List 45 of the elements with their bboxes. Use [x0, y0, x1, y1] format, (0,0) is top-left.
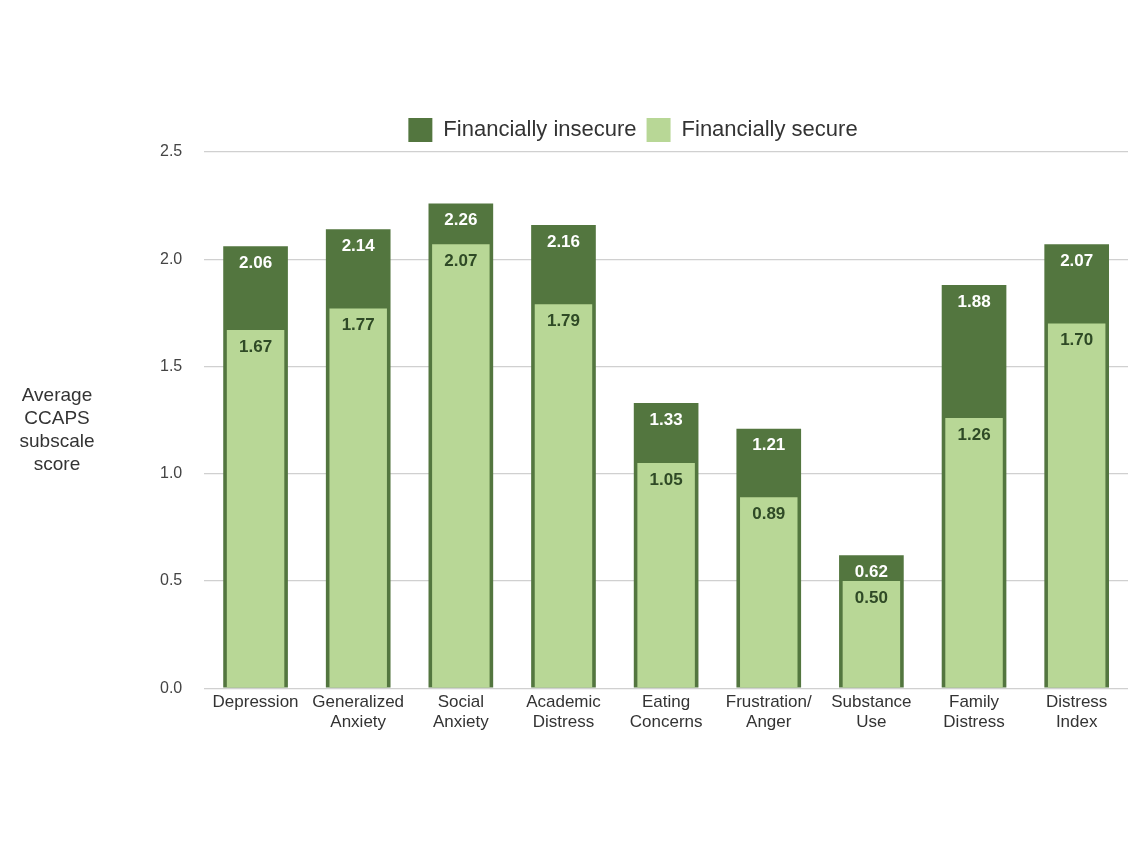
data-label: 1.88	[957, 291, 991, 311]
bar	[740, 497, 798, 688]
data-label: 1.26	[957, 424, 991, 444]
data-label: 1.67	[239, 336, 273, 356]
x-tick-label: Generalized Anxiety	[312, 692, 405, 732]
data-label: 2.07	[444, 250, 478, 270]
data-label: 1.77	[341, 315, 375, 335]
x-tick-label: Academic Distress	[526, 692, 602, 732]
bar	[329, 308, 387, 688]
y-tick-label: 1.0	[159, 464, 183, 482]
bar	[534, 304, 593, 688]
data-label: 1.05	[649, 469, 683, 489]
bar	[842, 580, 901, 688]
x-tick-label: Family Distress	[943, 692, 1005, 732]
data-label: 0.50	[854, 587, 888, 607]
data-label: 2.14	[341, 235, 376, 255]
bar	[637, 463, 695, 688]
y-tick-label: 2.0	[159, 249, 183, 267]
y-tick-label: 1.5	[159, 356, 183, 374]
data-label: 1.33	[649, 409, 683, 429]
data-label: 0.89	[752, 504, 786, 523]
legend-label: Financially secure	[681, 116, 858, 142]
data-label: 1.79	[546, 310, 581, 330]
bar	[226, 330, 285, 688]
x-tick-label: Frustration/ Anger	[725, 692, 813, 732]
data-label: 1.70	[1060, 330, 1094, 350]
bar	[945, 417, 1003, 688]
data-label: 2.06	[239, 253, 273, 273]
y-tick-label: 0.0	[159, 678, 183, 696]
x-tick-label: Distress Index	[1045, 692, 1108, 732]
y-axis-title: Average CCAPS subscale score	[18, 383, 96, 475]
x-tick-label: Eating Concerns	[629, 692, 703, 732]
data-label: 2.16	[546, 231, 581, 251]
x-tick-label: Substance Use	[831, 692, 912, 732]
y-tick-label: 2.5	[159, 142, 183, 160]
data-label: 0.62	[854, 561, 888, 581]
bar	[1047, 323, 1106, 688]
y-tick-label: 0.5	[159, 571, 183, 589]
x-tick-label: Depression	[212, 692, 299, 712]
data-label: 2.26	[444, 210, 478, 230]
data-label: 1.21	[752, 435, 786, 455]
bar	[432, 244, 490, 688]
x-tick-label: Social Anxiety	[432, 692, 490, 732]
legend-label: Financially insecure	[443, 116, 637, 142]
data-label: 2.07	[1060, 250, 1094, 270]
